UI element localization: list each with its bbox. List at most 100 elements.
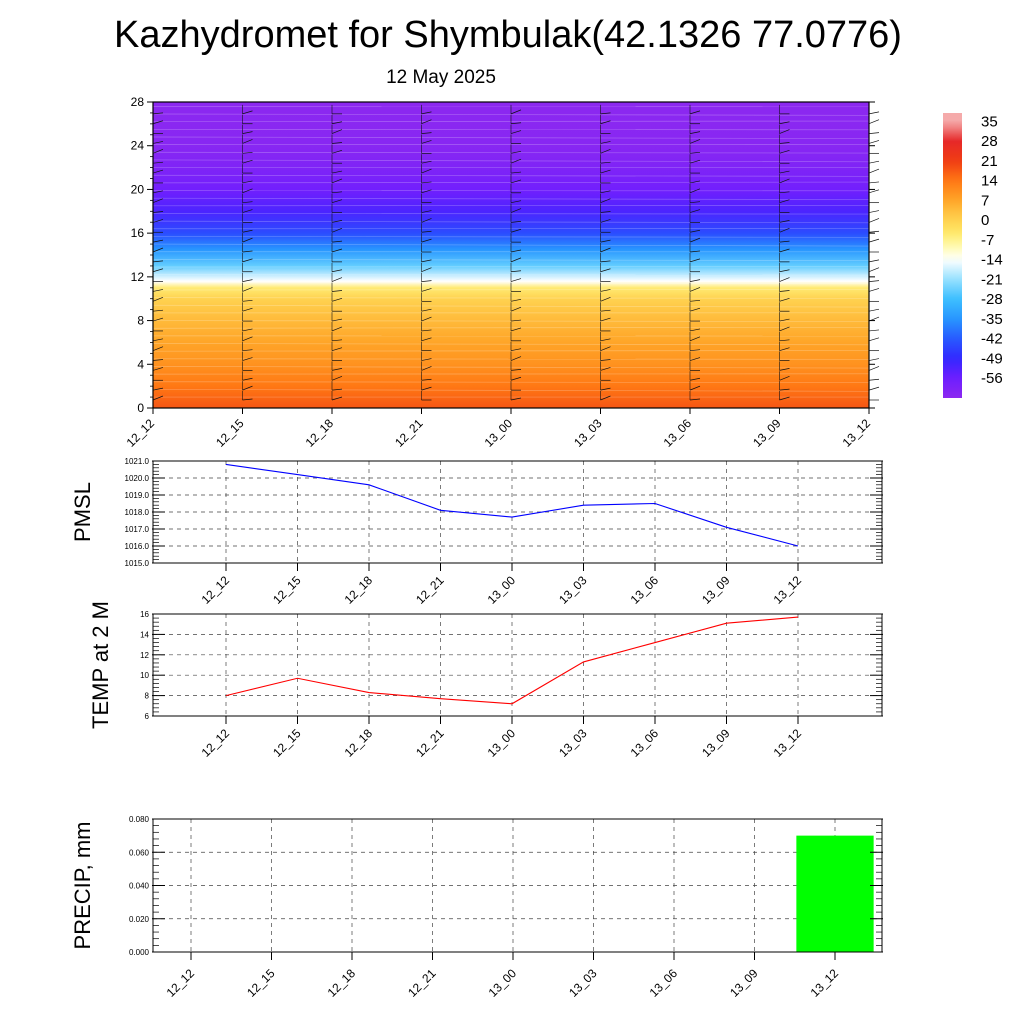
wind-barb xyxy=(868,358,880,361)
wind-barb xyxy=(868,230,880,233)
wind-barb xyxy=(600,169,611,174)
x-tick-label: 13_09 xyxy=(750,416,784,450)
wind-barb xyxy=(510,122,522,125)
wind-barb xyxy=(779,347,790,352)
wind-barb xyxy=(152,161,164,164)
x-tick-label: 12_21 xyxy=(392,416,426,450)
wind-barb xyxy=(242,139,253,144)
x-tick-label: 12_18 xyxy=(325,966,359,1000)
wind-barb xyxy=(600,268,611,273)
wind-barb xyxy=(510,270,522,273)
pmsl-panel: 1015.0 1016.0 1017.0 1018.0 1019.0 1020.0 1021… xyxy=(70,457,883,607)
y-tick-label: 1021.0 xyxy=(125,457,150,466)
wind-barb xyxy=(421,160,432,164)
wind-barb xyxy=(331,396,343,401)
y-tick-label: 8 xyxy=(145,692,150,701)
wind-barb xyxy=(689,201,701,204)
temp-panel: 6 8 10 12 14 16 12_12 12_15 12_18 12_21 13_00 13_03… xyxy=(88,601,883,760)
wind-barb xyxy=(600,149,611,154)
wind-barb xyxy=(510,356,522,361)
wind-barb xyxy=(510,249,522,253)
wind-barb xyxy=(779,142,790,144)
x-tick-label: 13_03 xyxy=(571,416,605,450)
x-tick-label: 13_06 xyxy=(661,416,695,450)
y-tick-label: 1020.0 xyxy=(125,474,150,483)
colorbar-label: -56 xyxy=(981,370,1003,387)
wind-barb xyxy=(689,307,701,312)
wind-barb xyxy=(600,219,611,223)
wind-barb xyxy=(689,151,701,154)
wind-barb xyxy=(779,339,790,342)
wind-barb xyxy=(421,230,432,233)
wind-barb xyxy=(331,375,343,381)
wind-barb xyxy=(779,269,790,273)
wind-barb xyxy=(331,178,343,184)
colorbar-label: -49 xyxy=(981,350,1003,367)
wind-barb xyxy=(600,309,611,312)
wind-barb xyxy=(600,161,611,164)
colorbar-label: 14 xyxy=(981,173,998,190)
wind-barb xyxy=(689,209,701,213)
wind-barb xyxy=(868,378,880,381)
wind-barb xyxy=(868,308,880,312)
wind-barb xyxy=(510,109,522,115)
wind-barb xyxy=(510,319,522,322)
wind-barb xyxy=(779,277,790,282)
wind-barb xyxy=(331,129,343,134)
wind-barb xyxy=(152,338,164,342)
x-tick-label: 13_12 xyxy=(808,966,842,1000)
wind-barb xyxy=(510,200,522,204)
x-tick-label: 13_03 xyxy=(566,966,600,1000)
y-tick-label: 4 xyxy=(137,357,144,371)
wind-barb xyxy=(689,385,701,391)
wind-barb xyxy=(868,160,880,164)
x-tick-label: 12_12 xyxy=(199,726,233,760)
colorbar-label: 28 xyxy=(981,133,998,150)
wind-barb xyxy=(779,388,790,391)
wind-barb xyxy=(421,132,432,134)
y-tick-label: 1019.0 xyxy=(125,491,150,500)
wind-barb xyxy=(242,287,253,292)
wind-barb xyxy=(689,131,701,134)
wind-barb xyxy=(242,279,253,282)
x-tick-label: 12_21 xyxy=(413,726,447,760)
x-tick-label: 12_12 xyxy=(199,573,233,607)
x-tick-label: 12_18 xyxy=(303,416,337,450)
wind-barb xyxy=(331,149,343,154)
wind-barb xyxy=(510,278,522,282)
wind-barb xyxy=(779,149,790,154)
y-tick-label: 0.000 xyxy=(129,948,150,957)
wind-barb xyxy=(600,289,611,292)
wind-barb xyxy=(331,199,343,204)
wind-barb xyxy=(152,141,164,144)
wind-barb xyxy=(421,288,432,292)
x-tick-label: 12_12 xyxy=(124,416,158,450)
wind-barb xyxy=(600,141,611,144)
wind-barb xyxy=(331,191,343,194)
wind-barb xyxy=(600,387,611,391)
wind-barb xyxy=(152,260,164,263)
y-tick-label: 16 xyxy=(131,226,145,240)
wind-barb xyxy=(868,218,880,223)
wind-barb xyxy=(600,317,611,322)
wind-barb xyxy=(242,336,253,342)
y-tick-label: 6 xyxy=(145,712,150,721)
wind-barb xyxy=(600,120,611,125)
y-tick-label: 1017.0 xyxy=(125,525,150,534)
y-tick-label: 12 xyxy=(131,270,145,284)
wind-barb xyxy=(421,358,432,361)
wind-barb xyxy=(242,398,253,401)
wind-barb xyxy=(868,119,880,125)
wind-barb xyxy=(510,257,522,263)
wind-barb xyxy=(779,240,790,243)
wind-barb xyxy=(421,267,432,273)
wind-barb xyxy=(510,171,522,174)
wind-barb xyxy=(689,159,701,164)
wind-barb xyxy=(689,299,701,302)
wind-barb xyxy=(868,288,880,292)
colorbar-label: -21 xyxy=(981,271,1003,288)
y-tick-label: 1015.0 xyxy=(125,559,150,568)
wind-barb xyxy=(331,142,343,144)
wind-barb xyxy=(421,189,432,194)
colorbar-label: 0 xyxy=(981,212,989,229)
